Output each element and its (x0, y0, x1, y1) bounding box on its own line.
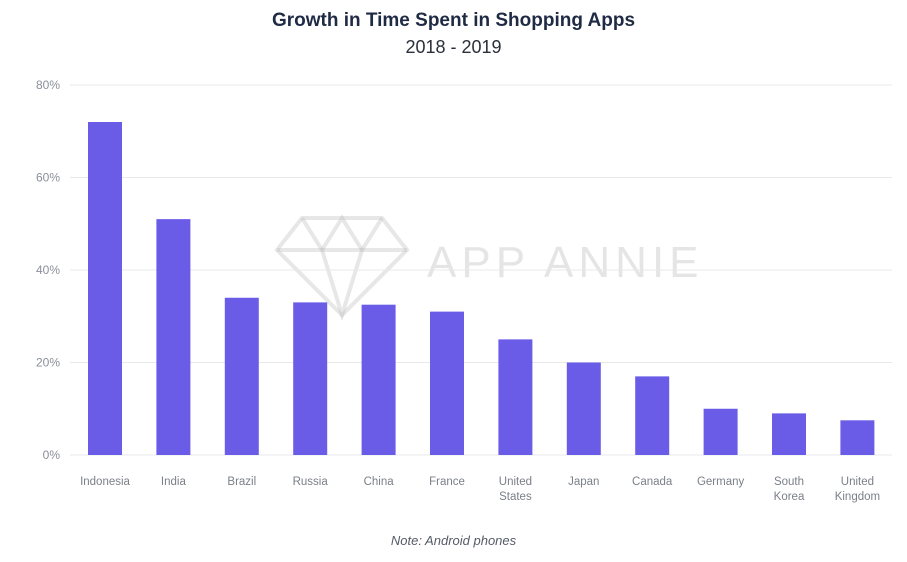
bar (840, 420, 875, 455)
y-tick-label: 60% (36, 171, 60, 185)
x-tick-label: France (429, 476, 465, 488)
bar (361, 304, 396, 455)
x-tick-label: Canada (632, 476, 673, 488)
y-tick-label: 40% (36, 263, 60, 277)
x-tick-label: Russia (293, 476, 329, 488)
x-tick-label: United States (499, 476, 532, 503)
y-tick-label: 20% (36, 356, 60, 370)
chart-title: Growth in Time Spent in Shopping Apps (271, 10, 636, 31)
x-tick-label: Germany (697, 476, 745, 488)
y-tick-label: 80% (36, 78, 60, 92)
bar (566, 362, 601, 455)
bar (430, 311, 464, 455)
x-tick-label: United Kingdom (835, 476, 880, 503)
x-tick-label: South Korea (774, 476, 805, 503)
bar (772, 413, 806, 455)
x-tick-label: Japan (568, 476, 599, 488)
bar (703, 408, 738, 455)
x-tick-label: India (161, 476, 187, 488)
bar (156, 219, 191, 455)
bar (293, 302, 328, 455)
bar (224, 297, 259, 455)
x-tick-label: China (364, 476, 395, 488)
x-tick-label: Brazil (227, 476, 256, 488)
bar (498, 339, 533, 455)
chart-note: Note: Android phones (390, 533, 517, 548)
y-tick-label: 0% (43, 448, 61, 462)
x-tick-label: Indonesia (80, 476, 130, 488)
bar (88, 122, 122, 455)
chart-subtitle: 2018 - 2019 (405, 37, 502, 57)
bar (635, 376, 670, 455)
